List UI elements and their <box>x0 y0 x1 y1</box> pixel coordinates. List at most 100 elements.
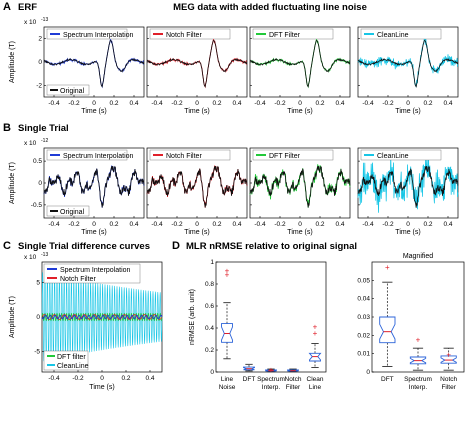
y-tick-label: 0.4 <box>205 325 214 332</box>
x-tick-label: -0.4 <box>151 221 163 228</box>
plot-panel-a-1: -0.4 -0.2 0 0.2 0.4 2 0 -2 Time (s) Spectrum Inte… <box>36 26 145 115</box>
x-tick-label: 0.4 <box>443 221 452 228</box>
outlier: + <box>313 329 318 338</box>
x-tick-label: -0.2 <box>171 221 183 228</box>
legend: CleanLine <box>360 28 442 40</box>
legend-box <box>360 149 442 161</box>
x-tick-label: 0.4 <box>129 100 138 107</box>
panel-letter-d: D <box>172 240 180 252</box>
box-body <box>379 316 396 344</box>
y-tick-label: -5 <box>34 348 40 355</box>
outlier: + <box>313 322 318 331</box>
y-axis-label: Amplitude (T) <box>9 296 16 338</box>
y-axis-label: Amplitude (T) <box>9 41 16 83</box>
legend-label: CleanLine <box>377 32 409 39</box>
x-tick-label: -0.4 <box>48 100 60 107</box>
x-axis-label: Time (s) <box>184 108 209 115</box>
x-tick-label: -0.2 <box>382 221 394 228</box>
x-tick-label: 0 <box>92 221 96 228</box>
y-tick-label: 0.04 <box>357 296 370 303</box>
outlier: + <box>269 365 274 374</box>
x-tick-label: 0 <box>92 100 96 107</box>
panel-c-title: Single Trial difference curves <box>18 241 150 252</box>
x-tick-label: 0.2 <box>109 100 118 107</box>
category-label: Filter <box>441 384 456 391</box>
plot-panel-b-4: -0.4 -0.2 0 0.2 0.4 Time (s) CleanLine <box>357 147 459 236</box>
category-label: Interp. <box>262 384 281 391</box>
y-tick-label: -0.5 <box>31 202 43 209</box>
x-tick-label: -0.4 <box>362 100 374 107</box>
legend-top: Spectrum Interpolation Notch Filter <box>43 263 141 284</box>
x-tick-label: 0 <box>406 100 410 107</box>
box-body <box>308 352 322 362</box>
category-label: Clean <box>307 376 324 383</box>
y-tick-label: -2 <box>36 82 42 89</box>
y-exponent: x 10 <box>24 19 37 26</box>
panel-a-title: MEG data with added fluctuating line noi… <box>173 2 367 13</box>
y-axis-label: Amplitude (T) <box>9 162 16 204</box>
series-original <box>43 165 145 208</box>
category-label: Notch <box>440 376 457 383</box>
panel-letter-a: A <box>3 1 11 13</box>
series-spectrum-interpolation <box>41 314 163 320</box>
x-tick-label: 0.4 <box>145 375 154 382</box>
legend: Notch Filter <box>149 149 231 161</box>
x-tick-label: -0.2 <box>171 100 183 107</box>
category-label: Filter <box>286 384 301 391</box>
y-tick-label: 0 <box>38 59 42 66</box>
plots: -0.4 -0.2 0 0.2 0.4 2 0 -2 Time (s) Spectrum Inte… <box>9 17 465 391</box>
box-body <box>243 366 255 371</box>
legend: CleanLine <box>360 149 442 161</box>
x-tick-label: -0.2 <box>68 100 80 107</box>
x-tick-label: -0.4 <box>48 221 60 228</box>
x-tick-label: -0.4 <box>254 100 266 107</box>
x-axis-label: Time (s) <box>395 108 420 115</box>
series-original <box>146 165 248 208</box>
legend-box <box>43 263 141 284</box>
legend-box <box>252 149 334 161</box>
x-axis-label: Time (s) <box>89 384 114 391</box>
y-tick-label: 0.2 <box>205 347 214 354</box>
x-tick-label: 0.4 <box>129 221 138 228</box>
box-body <box>265 369 277 372</box>
series-original <box>147 40 248 88</box>
category-label: DFT <box>381 376 394 383</box>
x-tick-label: 0.2 <box>109 221 118 228</box>
x-tick-label: -0.2 <box>274 100 286 107</box>
x-tick-label: -0.4 <box>254 221 266 228</box>
legend: DFT Filter <box>252 28 334 40</box>
x-axis-label: Time (s) <box>287 108 312 115</box>
plot-panel-b-1: -0.4 -0.2 0 0.2 0.4 0.5 0 -0.5 Time (s) Spectrum … <box>31 147 145 236</box>
x-tick-label: 0 <box>298 221 302 228</box>
y-tick-label: 0.6 <box>205 303 214 310</box>
legend-label: Original <box>60 88 85 95</box>
x-tick-label: 0.2 <box>423 221 432 228</box>
legend-box <box>360 28 442 40</box>
legend-label: Notch Filter <box>166 32 202 39</box>
y-tick-label: 0.05 <box>357 277 370 284</box>
box-body <box>287 369 299 372</box>
series-original <box>357 165 459 208</box>
x-tick-label: 0.4 <box>232 100 241 107</box>
legend-box <box>252 28 334 40</box>
x-axis-label: Time (s) <box>395 229 420 236</box>
x-tick-label: 0 <box>195 221 199 228</box>
y-tick-label: 0.01 <box>357 351 370 358</box>
legend-box <box>149 28 231 40</box>
panel-b-title: Single Trial <box>18 123 69 134</box>
plot-panel-a-4: -0.4 -0.2 0 0.2 0.4 Time (s) CleanLine <box>357 26 459 115</box>
box-body <box>409 356 427 365</box>
x-axis-label: Time (s) <box>81 229 106 236</box>
x-tick-label: -0.2 <box>68 221 80 228</box>
plot-panel-d-right: 0.05 0.04 0.03 0.02 0.01 0 Magnified + DFT + Spect… <box>357 253 465 391</box>
x-axis-label: Time (s) <box>81 108 106 115</box>
x-tick-label: -0.2 <box>274 221 286 228</box>
x-tick-label: 0.4 <box>335 221 344 228</box>
